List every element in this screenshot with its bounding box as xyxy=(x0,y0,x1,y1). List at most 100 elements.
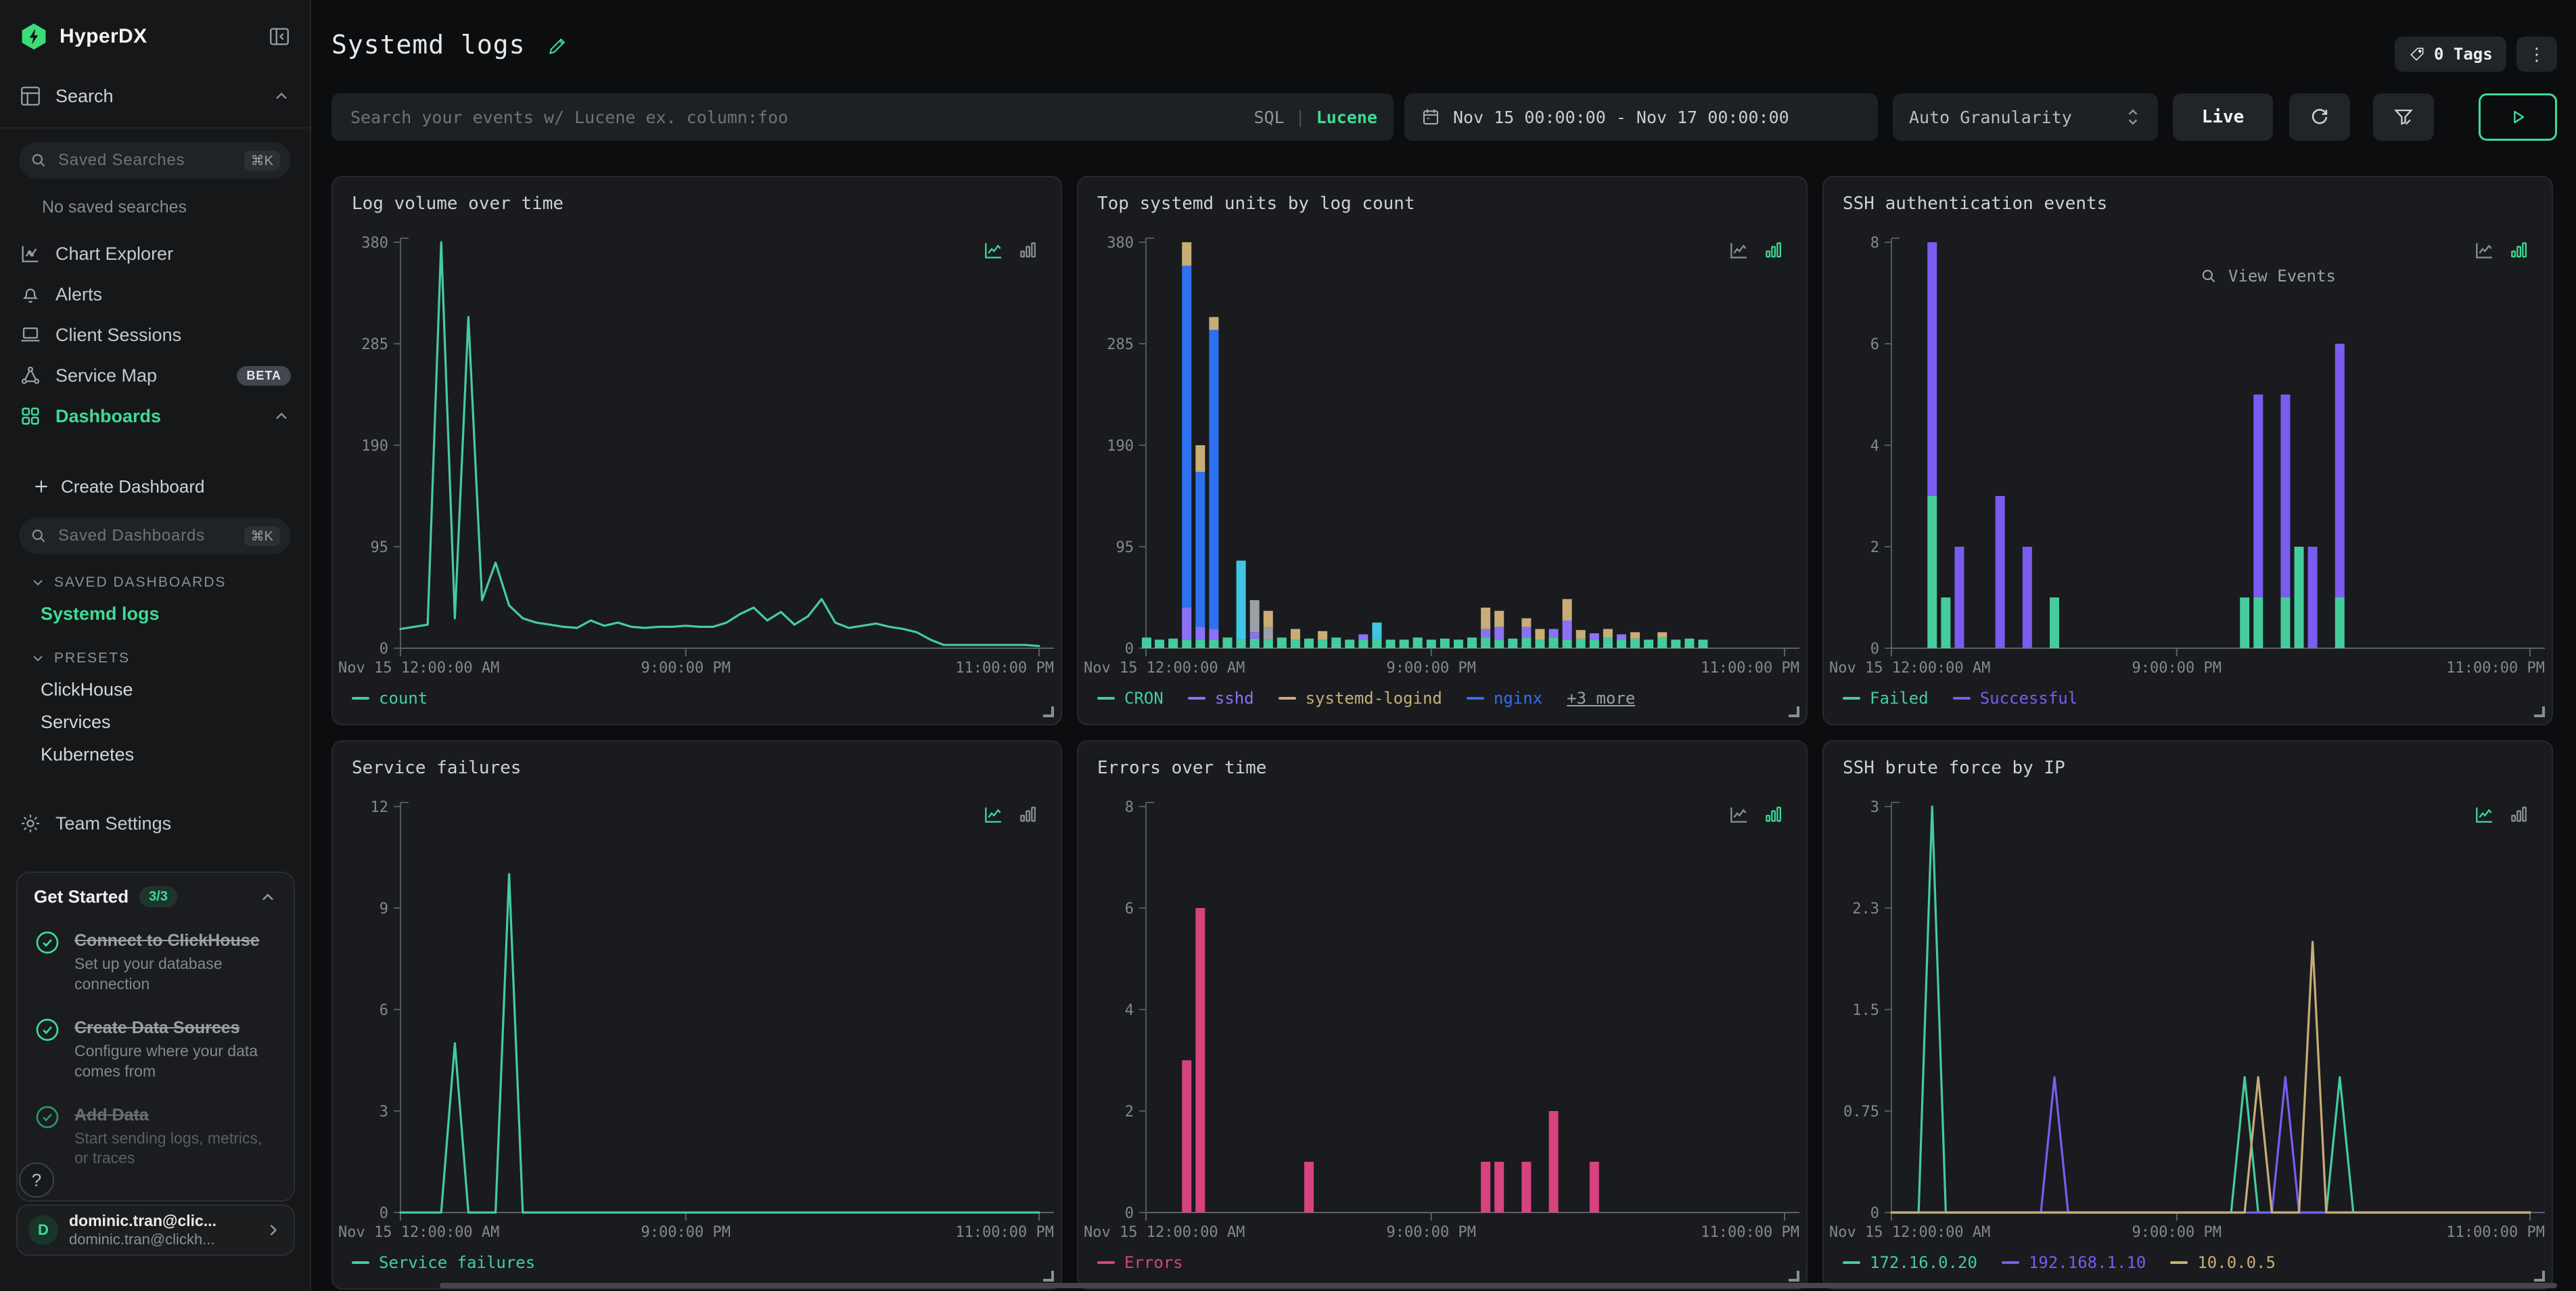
kebab-menu-button[interactable]: ⋮ xyxy=(2516,37,2557,72)
dashboard-link-label: Systemd logs xyxy=(41,604,160,625)
sidebar-item-team-settings[interactable]: Team Settings xyxy=(0,803,310,844)
event-search-input[interactable] xyxy=(348,106,1240,129)
legend-item-cron[interactable]: CRON xyxy=(1097,689,1164,708)
check-circle-icon xyxy=(34,1014,61,1082)
check-circle-icon xyxy=(34,926,61,995)
svg-text:9: 9 xyxy=(380,901,388,918)
sidebar-item-dashboards[interactable]: Dashboards xyxy=(0,396,310,436)
legend-item-172-16-0-20[interactable]: 172.16.0.20 xyxy=(1843,1253,1977,1272)
date-range-picker[interactable]: Nov 15 00:00:00 - Nov 17 00:00:00 xyxy=(1404,93,1878,141)
get-started-step-connect[interactable]: Connect to ClickHouse Set up your databa… xyxy=(34,926,277,995)
svg-text:95: 95 xyxy=(371,539,389,556)
resize-handle[interactable] xyxy=(2534,1271,2545,1282)
date-range-value: Nov 15 00:00:00 - Nov 17 00:00:00 xyxy=(1453,108,1789,127)
get-started-step-add-data[interactable]: Add Data Start sending logs, metrics, or… xyxy=(34,1101,277,1169)
svg-text:Nov 15 12:00:00 AM: Nov 15 12:00:00 AM xyxy=(1084,660,1245,677)
preset-label: ClickHouse xyxy=(41,679,133,700)
sidebar: HyperDX Search ⌘K No saved searches Cha xyxy=(0,0,311,1291)
live-button[interactable]: Live xyxy=(2173,93,2273,141)
legend-label: count xyxy=(379,689,428,708)
resize-handle[interactable] xyxy=(1789,1271,1799,1282)
gear-icon xyxy=(19,812,42,835)
legend-swatch xyxy=(1279,697,1296,700)
legend-swatch xyxy=(1843,1261,1860,1264)
preset-label: Services xyxy=(41,712,111,733)
help-button[interactable]: ? xyxy=(19,1162,54,1198)
legend-swatch xyxy=(1953,697,1971,700)
svg-text:0: 0 xyxy=(1125,641,1134,658)
sidebar-item-service-map[interactable]: Service Map BETA xyxy=(0,355,310,396)
legend-label: Failed xyxy=(1870,689,1929,708)
legend-swatch xyxy=(352,697,369,700)
tags-label: 0 Tags xyxy=(2434,45,2493,64)
sidebar-item-alerts[interactable]: Alerts xyxy=(0,274,310,315)
tags-button[interactable]: 0 Tags xyxy=(2395,37,2506,72)
lucene-toggle[interactable]: Lucene xyxy=(1316,108,1377,127)
progress-badge: 3/3 xyxy=(139,886,177,907)
chart-plot: 036912Nov 15 12:00:00 AM9:00:00 PM11:00:… xyxy=(333,742,1063,1291)
sidebar-item-systemd-logs[interactable]: Systemd logs xyxy=(0,597,310,630)
legend-item-service-failures[interactable]: Service failures xyxy=(352,1253,535,1272)
legend-item-successful[interactable]: Successful xyxy=(1953,689,2078,708)
filter-funnel-icon xyxy=(2392,106,2415,129)
chevron-up-icon[interactable] xyxy=(272,87,291,106)
svg-text:0: 0 xyxy=(1870,1205,1879,1222)
step-description: Set up your database connection xyxy=(74,954,277,995)
chevron-up-icon[interactable] xyxy=(258,888,277,907)
chevron-up-icon xyxy=(272,407,291,426)
sidebar-item-client-sessions[interactable]: Client Sessions xyxy=(0,315,310,355)
legend-item-systemd-logind[interactable]: systemd-logind xyxy=(1279,689,1442,708)
user-menu[interactable]: D dominic.tran@clic... dominic.tran@clic… xyxy=(16,1204,295,1256)
resize-handle[interactable] xyxy=(1789,706,1799,717)
svg-text:9:00:00 PM: 9:00:00 PM xyxy=(2132,660,2222,677)
sidebar-item-search[interactable]: Search xyxy=(0,76,310,116)
granularity-select[interactable]: Auto Granularity xyxy=(1893,93,2158,141)
legend-item-sshd[interactable]: sshd xyxy=(1188,689,1254,708)
sidebar-item-services[interactable]: Services xyxy=(0,706,310,738)
legend-label: 10.0.0.5 xyxy=(2197,1253,2276,1272)
sidebar-item-clickhouse[interactable]: ClickHouse xyxy=(0,673,310,706)
legend-more-link[interactable]: +3 more xyxy=(1567,689,1635,708)
sidebar-item-chart-explorer[interactable]: Chart Explorer xyxy=(0,233,310,274)
user-name: dominic.tran@clic... xyxy=(69,1211,216,1231)
svg-text:11:00:00 PM: 11:00:00 PM xyxy=(955,660,1054,677)
filter-button[interactable] xyxy=(2373,93,2434,141)
get-started-step-sources[interactable]: Create Data Sources Configure where your… xyxy=(34,1014,277,1082)
sidebar-collapse-icon[interactable] xyxy=(268,25,291,48)
step-title: Connect to ClickHouse xyxy=(74,931,260,950)
svg-text:3: 3 xyxy=(380,1104,388,1120)
create-dashboard-button[interactable]: Create Dashboard xyxy=(0,469,310,504)
sql-toggle[interactable]: SQL xyxy=(1254,108,1284,127)
resize-handle[interactable] xyxy=(1043,706,1054,717)
chart-card-top-systemd-units-by-log-count: Top systemd units by log count0951902853… xyxy=(1077,176,1808,725)
legend-item-count[interactable]: count xyxy=(352,689,428,708)
chart-card-log-volume-over-time: Log volume over time095190285380Nov 15 1… xyxy=(331,176,1062,725)
resize-handle[interactable] xyxy=(1043,1271,1054,1282)
chart-legend: Failed Successful xyxy=(1843,689,2077,708)
svg-text:190: 190 xyxy=(1107,438,1134,455)
svg-text:8: 8 xyxy=(1125,799,1134,816)
divider xyxy=(0,127,310,129)
granularity-value: Auto Granularity xyxy=(1909,108,2072,127)
legend-item-192-168-1-10[interactable]: 192.168.1.10 xyxy=(2002,1253,2146,1272)
legend-item-errors[interactable]: Errors xyxy=(1097,1253,1183,1272)
legend-item-nginx[interactable]: nginx xyxy=(1467,689,1542,708)
chart-legend: Errors xyxy=(1097,1253,1183,1272)
legend-item-failed[interactable]: Failed xyxy=(1843,689,1929,708)
no-saved-searches-label: No saved searches xyxy=(0,179,310,217)
resize-handle[interactable] xyxy=(2534,706,2545,717)
calendar-icon xyxy=(1421,107,1441,127)
saved-dashboards-header[interactable]: SAVED DASHBOARDS xyxy=(0,568,310,597)
saved-dashboards-input[interactable] xyxy=(55,526,236,546)
legend-item-10-0-0-5[interactable]: 10.0.0.5 xyxy=(2170,1253,2276,1272)
presets-header[interactable]: PRESETS xyxy=(0,643,310,673)
preset-label: Kubernetes xyxy=(41,744,134,765)
run-query-button[interactable] xyxy=(2479,93,2557,141)
sidebar-item-kubernetes[interactable]: Kubernetes xyxy=(0,738,310,771)
svg-text:4: 4 xyxy=(1870,438,1879,455)
saved-searches-input[interactable] xyxy=(55,150,236,171)
refresh-button[interactable] xyxy=(2289,93,2350,141)
edit-title-pencil-icon[interactable] xyxy=(547,35,568,57)
nav-label: Client Sessions xyxy=(55,325,181,346)
horizontal-scrollbar[interactable] xyxy=(440,1283,2557,1288)
